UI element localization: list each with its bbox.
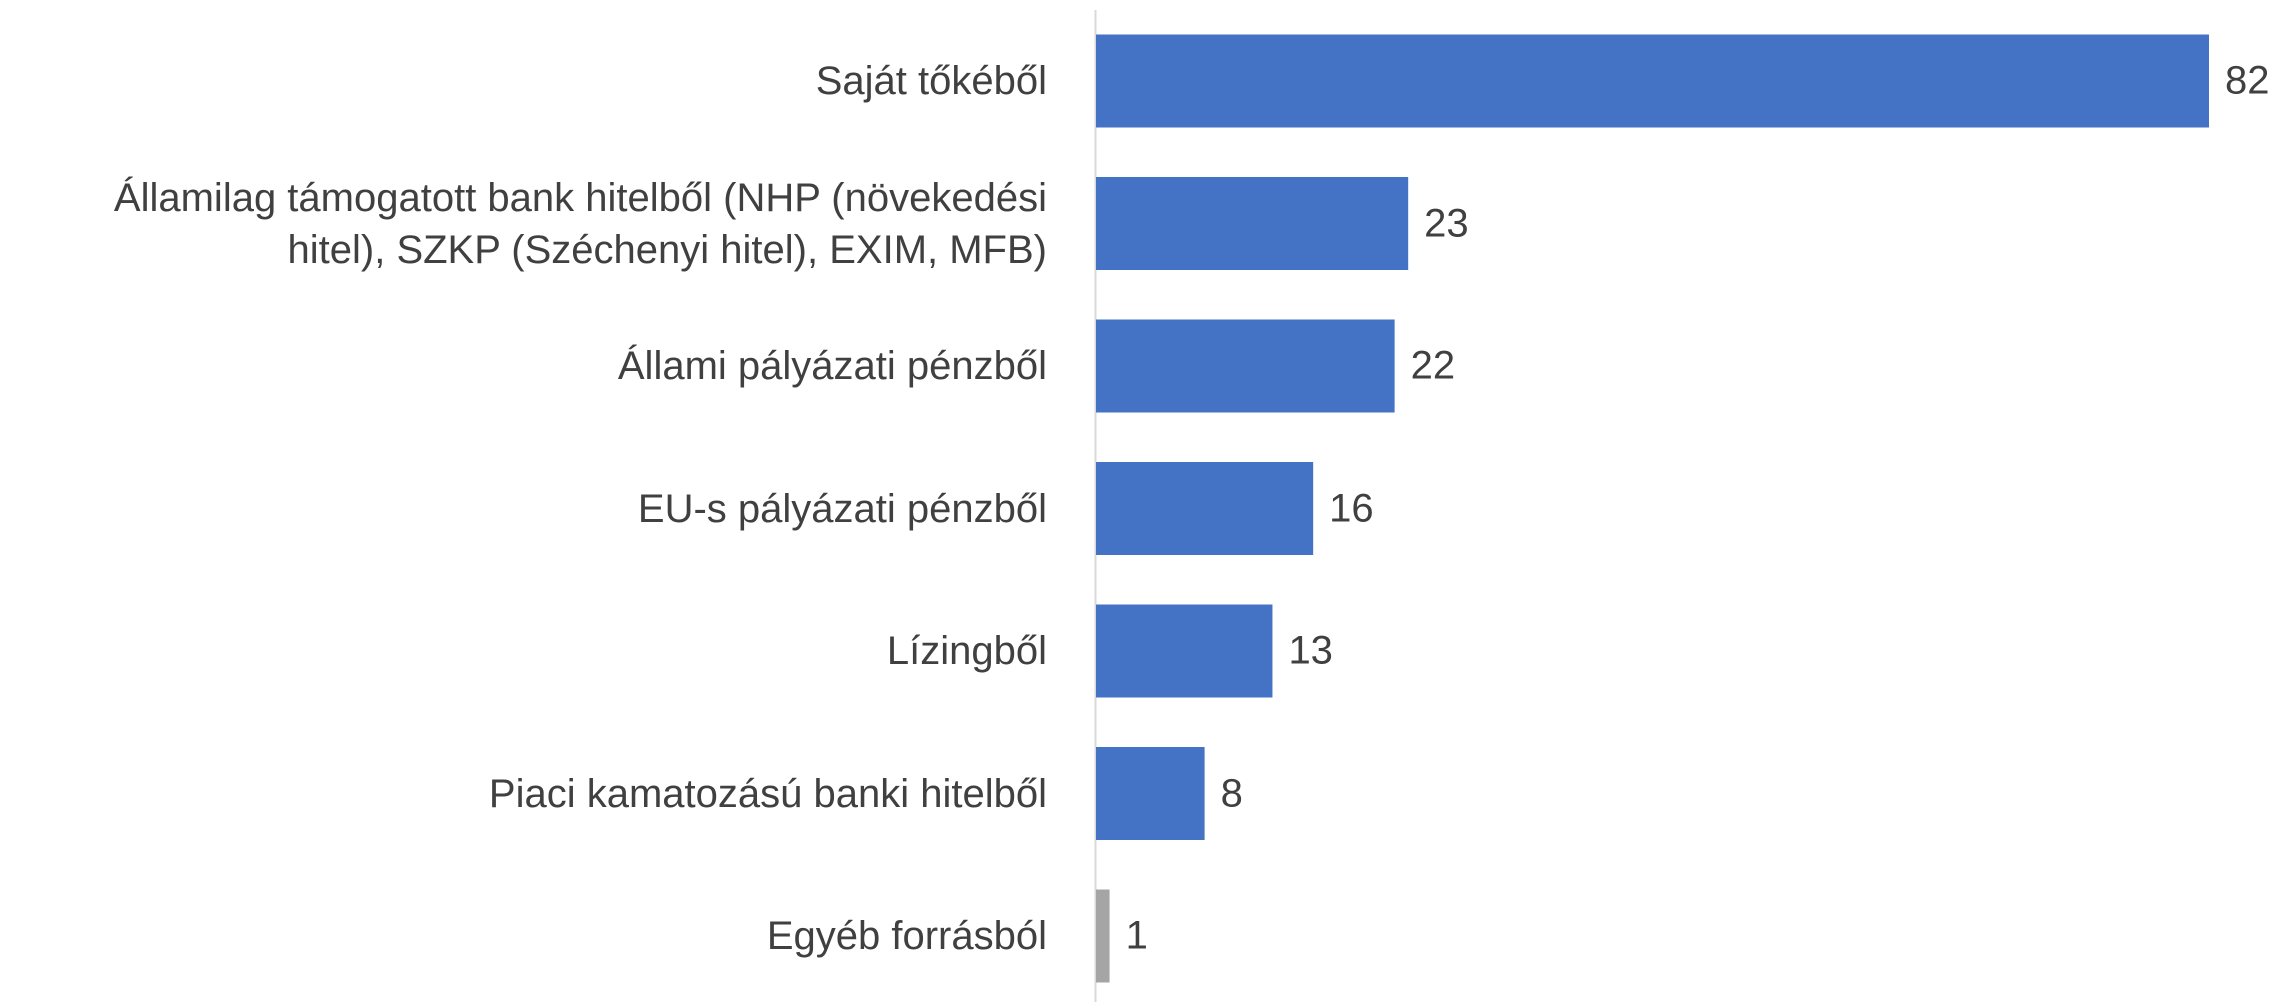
value-label-text: 8 bbox=[1220, 771, 1243, 815]
category-label: Állami pályázati pénzből bbox=[0, 340, 1047, 392]
bar bbox=[1096, 34, 2209, 128]
value-label: 82 bbox=[2225, 59, 2270, 104]
category-label-text: Állami pályázati pénzből bbox=[617, 344, 1047, 388]
value-label-text: 16 bbox=[1329, 486, 1374, 530]
value-label: 23 bbox=[1424, 201, 1469, 246]
value-label: 1 bbox=[1126, 914, 1148, 959]
category-label: Egyéb forrásból bbox=[0, 910, 1047, 962]
value-label-text: 22 bbox=[1410, 343, 1456, 388]
category-label-text: Saját tőkéből bbox=[815, 59, 1047, 103]
value-label: 8 bbox=[1221, 771, 1243, 816]
value-label: 16 bbox=[1329, 486, 1374, 531]
category-label-text: Piaci kamatozású banki hitelből bbox=[488, 771, 1047, 816]
value-label: 13 bbox=[1288, 629, 1333, 674]
category-label-text: EU-s pályázati pénzből bbox=[637, 486, 1047, 531]
value-label-text: 1 bbox=[1125, 913, 1148, 958]
bar bbox=[1096, 319, 1395, 413]
bar bbox=[1096, 889, 1110, 983]
value-label-text: 13 bbox=[1288, 628, 1333, 673]
category-label: EU-s pályázati pénzből bbox=[0, 483, 1047, 535]
category-label: Saját tőkéből bbox=[0, 55, 1047, 107]
category-label: Lízingből bbox=[0, 625, 1047, 677]
bar bbox=[1096, 604, 1273, 698]
bar bbox=[1096, 747, 1205, 840]
category-label: Államilag támogatott bank hitelből (NHP … bbox=[0, 172, 1047, 276]
category-label-text: Lízingből bbox=[886, 629, 1047, 673]
value-label-text: 23 bbox=[1424, 201, 1469, 245]
value-label: 22 bbox=[1411, 344, 1456, 389]
bar bbox=[1096, 177, 1409, 270]
category-label-text: Egyéb forrásból bbox=[766, 914, 1047, 958]
category-label-text: Államilag támogatott bank hitelből (NHP … bbox=[113, 175, 1047, 272]
category-label: Piaci kamatozású banki hitelből bbox=[0, 768, 1047, 820]
bar bbox=[1096, 462, 1314, 555]
value-label-text: 82 bbox=[2225, 58, 2270, 103]
